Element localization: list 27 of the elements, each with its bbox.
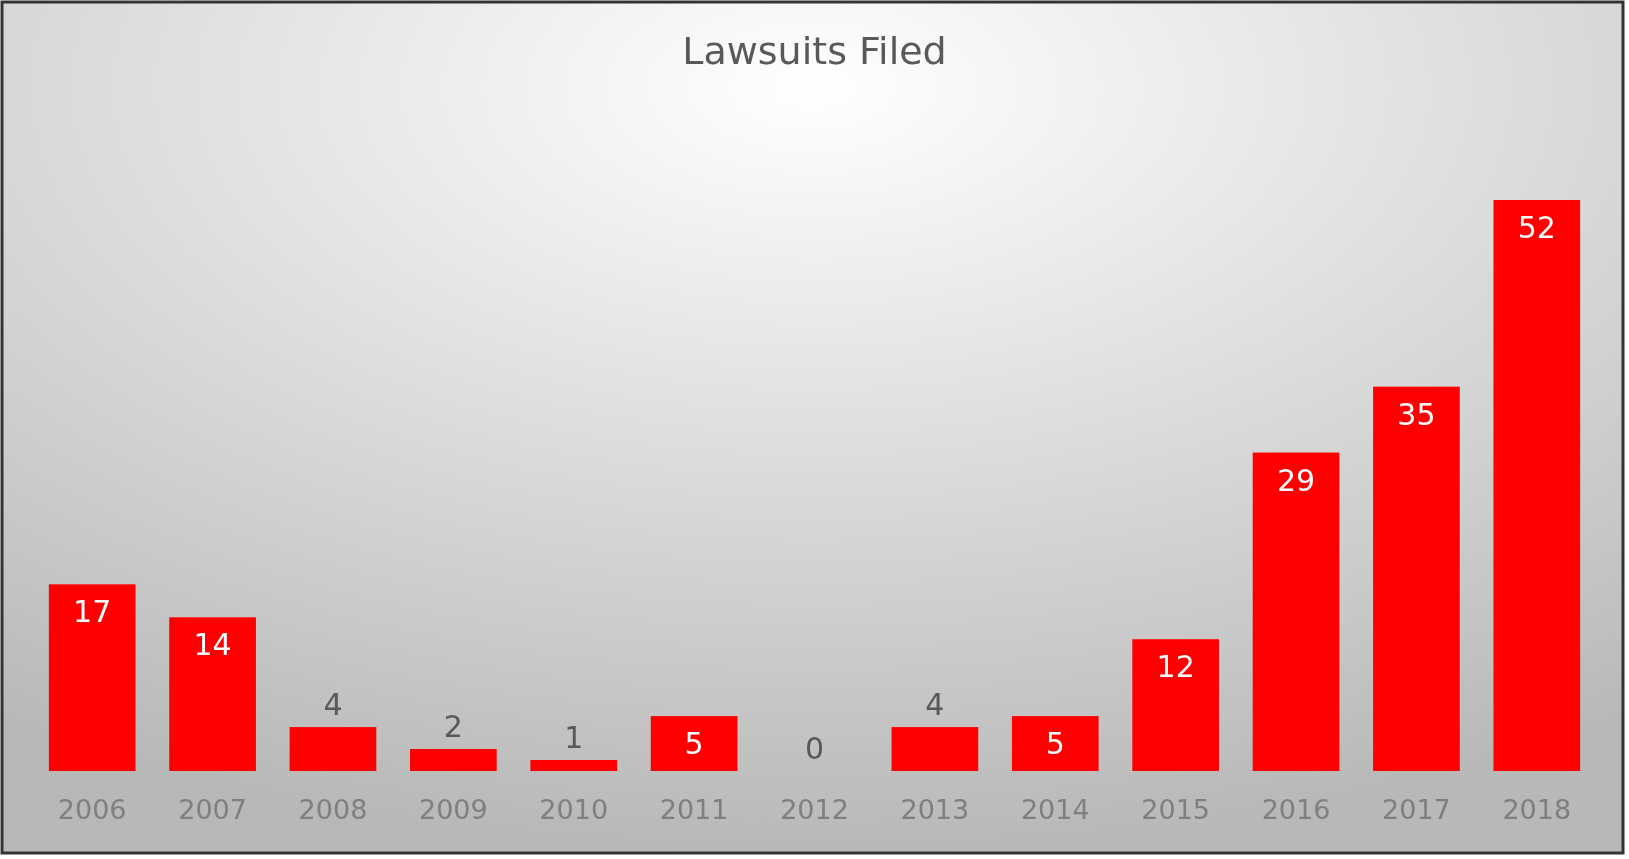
data-label: 4 xyxy=(925,687,945,723)
data-label: 1 xyxy=(564,720,584,756)
data-label: 17 xyxy=(73,594,112,630)
x-tick-label: 2015 xyxy=(1141,794,1211,825)
x-tick-label: 2009 xyxy=(418,794,488,825)
data-label: 35 xyxy=(1397,396,1436,432)
x-tick-label: 2011 xyxy=(659,794,729,825)
x-tick-label: 2016 xyxy=(1261,794,1331,825)
chart-title: Lawsuits Filed xyxy=(682,29,947,73)
data-label: 0 xyxy=(804,731,825,766)
x-tick-label: 2008 xyxy=(298,794,368,825)
data-label: 5 xyxy=(684,726,704,762)
x-tick-label: 2014 xyxy=(1020,794,1090,825)
data-label: 14 xyxy=(193,627,232,663)
data-label: 52 xyxy=(1517,210,1556,245)
x-tick-label: 2006 xyxy=(57,794,127,825)
data-label: 4 xyxy=(323,687,343,723)
x-tick-label: 2018 xyxy=(1502,794,1572,825)
x-tick-label: 2017 xyxy=(1382,794,1451,825)
data-label: 5 xyxy=(1045,726,1065,762)
x-tick-label: 2012 xyxy=(780,794,849,825)
data-label: 2 xyxy=(443,709,463,745)
x-tick-label: 2013 xyxy=(900,794,970,825)
data-label: 29 xyxy=(1276,462,1316,498)
x-tick-label: 2007 xyxy=(178,794,247,825)
x-tick-label: 2010 xyxy=(539,794,609,825)
data-label: 12 xyxy=(1156,649,1195,685)
